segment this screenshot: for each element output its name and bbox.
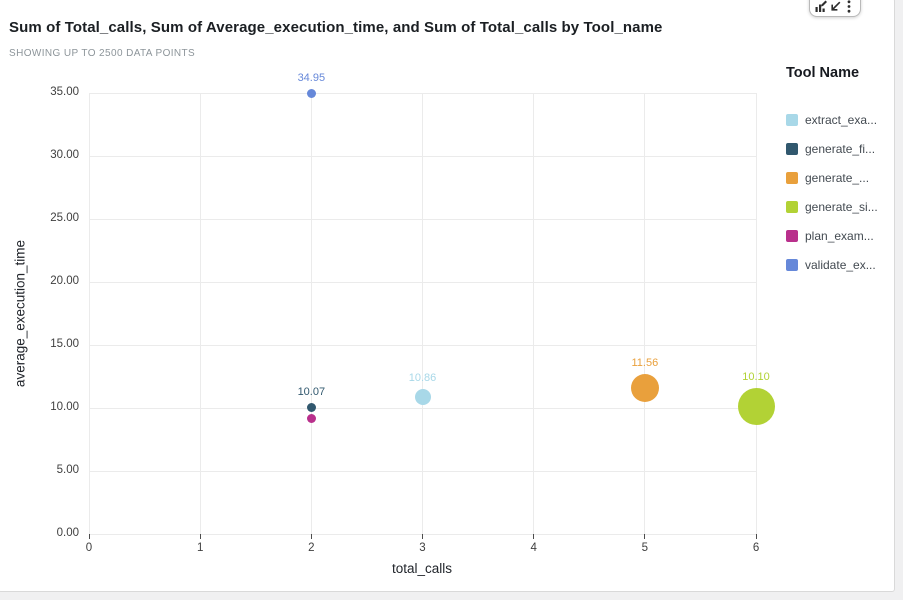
legend-swatch-icon <box>786 142 798 155</box>
x-axis-title: total_calls <box>391 561 453 576</box>
data-point-label: 34.95 <box>297 72 326 85</box>
x-axis-tick-label: 2 <box>308 542 315 554</box>
visual-toolbar <box>809 0 861 17</box>
x-axis-tick-label: 4 <box>530 542 537 554</box>
x-axis-tick <box>644 534 646 539</box>
y-axis-tick-label: 35.00 <box>50 86 79 98</box>
legend-item[interactable]: extract_exa... <box>786 105 891 134</box>
menu-kebab-icon[interactable] <box>842 0 855 13</box>
data-point-label: 11.56 <box>631 357 659 370</box>
x-axis-tick-label: 6 <box>752 542 760 554</box>
visual-card: Sum of Total_calls, Sum of Average_execu… <box>0 0 895 592</box>
y-axis-tick-label: 0.00 <box>56 527 79 539</box>
data-point-label: 10.86 <box>408 372 437 385</box>
y-axis-title: average_execution_time <box>12 239 28 388</box>
data-point-plan-exam[interactable] <box>306 413 316 423</box>
gridline-vertical <box>422 93 423 534</box>
visual-title: Sum of Total_calls, Sum of Average_execu… <box>9 19 663 36</box>
legend-item-label: plan_exam... <box>805 228 874 243</box>
legend-item-label: generate_si... <box>805 199 878 214</box>
legend-title: Tool Name <box>786 65 860 81</box>
x-axis-tick <box>755 534 757 539</box>
legend-item[interactable]: plan_exam... <box>786 221 891 250</box>
y-axis-tick-label: 15.00 <box>50 338 79 350</box>
legend-swatch-icon <box>786 113 798 126</box>
y-axis-tick-label: 30.00 <box>50 149 79 161</box>
legend-swatch-icon <box>786 200 798 213</box>
gridline-vertical <box>533 93 535 534</box>
x-axis-tick-label: 0 <box>85 542 93 554</box>
x-axis-tick <box>310 534 312 539</box>
x-axis-tick-label: 3 <box>419 542 426 554</box>
legend-swatch-icon <box>786 171 798 184</box>
y-axis-tick-label: 10.00 <box>50 401 79 413</box>
minimize-visual-icon[interactable] <box>829 0 842 13</box>
gridline-vertical <box>644 93 646 534</box>
x-axis-tick <box>422 534 423 539</box>
x-axis-tick <box>533 534 535 539</box>
legend-item[interactable]: generate_... <box>786 163 891 192</box>
legend-swatch-icon <box>786 229 798 242</box>
legend-item[interactable]: validate_ex... <box>786 250 891 279</box>
data-point-label: 10.07 <box>297 385 326 398</box>
data-point-validate-ex[interactable] <box>306 89 316 99</box>
legend-item-label: extract_exa... <box>805 112 878 127</box>
y-axis-tick-label: 25.00 <box>50 212 79 224</box>
edit-visual-icon[interactable] <box>815 0 828 13</box>
legend-swatch-icon <box>786 258 798 271</box>
x-axis-tick <box>199 534 201 539</box>
scatter-chart: 35.00 30.00 25.00 20.00 15.00 10.00 5.00 0.00 0 1… <box>1 1 894 591</box>
gridline-vertical <box>199 93 201 534</box>
gridline-vertical <box>88 93 90 534</box>
legend: Tool Name extract_exa... generate_fi...ge… <box>786 65 891 279</box>
legend-item[interactable]: generate_fi... <box>786 134 891 163</box>
legend-item-label: generate_... <box>805 170 870 185</box>
data-point-generate-si[interactable] <box>737 388 775 426</box>
gridline-vertical <box>310 93 312 534</box>
legend-item[interactable]: generate_si... <box>786 192 891 221</box>
x-axis-tick-label: 5 <box>641 542 649 554</box>
gridline-vertical <box>755 93 757 534</box>
y-axis-tick-label: 20.00 <box>50 275 79 287</box>
visual-subtitle: SHOWING UP TO 2500 DATA POINTS <box>9 48 196 59</box>
x-axis-tick <box>88 534 90 539</box>
legend-item-label: generate_fi... <box>805 141 876 156</box>
data-point-extract-exa[interactable] <box>414 389 431 406</box>
y-axis-tick-label: 5.00 <box>56 464 79 476</box>
data-point-generate-fi[interactable] <box>306 402 316 412</box>
legend-item-label: validate_ex... <box>805 257 876 272</box>
data-point-label: 10.10 <box>742 371 770 384</box>
data-point-generate-[interactable] <box>630 374 659 403</box>
x-axis-tick-label: 1 <box>196 542 204 554</box>
